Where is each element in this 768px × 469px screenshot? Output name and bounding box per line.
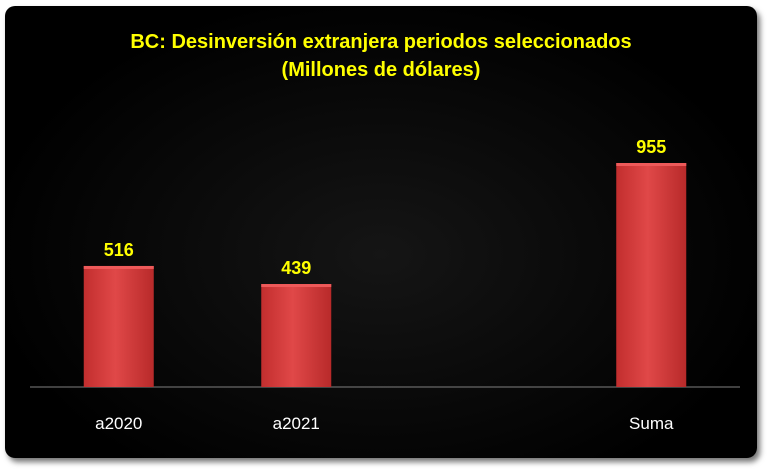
chart-title-block: BC: Desinversión extranjera periodos sel…: [5, 28, 757, 84]
data-label: 955: [636, 137, 666, 157]
bar-top-highlight: [261, 284, 332, 288]
chart-frame: BC: Desinversión extranjera periodos sel…: [5, 6, 757, 458]
data-label: 516: [104, 240, 134, 260]
bar-plot: 516 a2020 439 a2021 955 Suma: [30, 137, 740, 433]
data-label: 439: [281, 258, 311, 278]
bar-a2020: [83, 265, 154, 387]
bar-a2021: [261, 284, 332, 387]
x-tick-label: Suma: [629, 414, 674, 433]
bar-top-highlight: [83, 265, 154, 269]
bar-top-highlight: [616, 163, 687, 166]
chart-title: BC: Desinversión extranjera periodos sel…: [130, 31, 632, 53]
x-tick-label: a2021: [273, 414, 320, 433]
x-tick-label: a2020: [95, 414, 142, 433]
bar-suma: [616, 163, 687, 387]
chart-subtitle: (Millones de dólares): [281, 59, 481, 81]
